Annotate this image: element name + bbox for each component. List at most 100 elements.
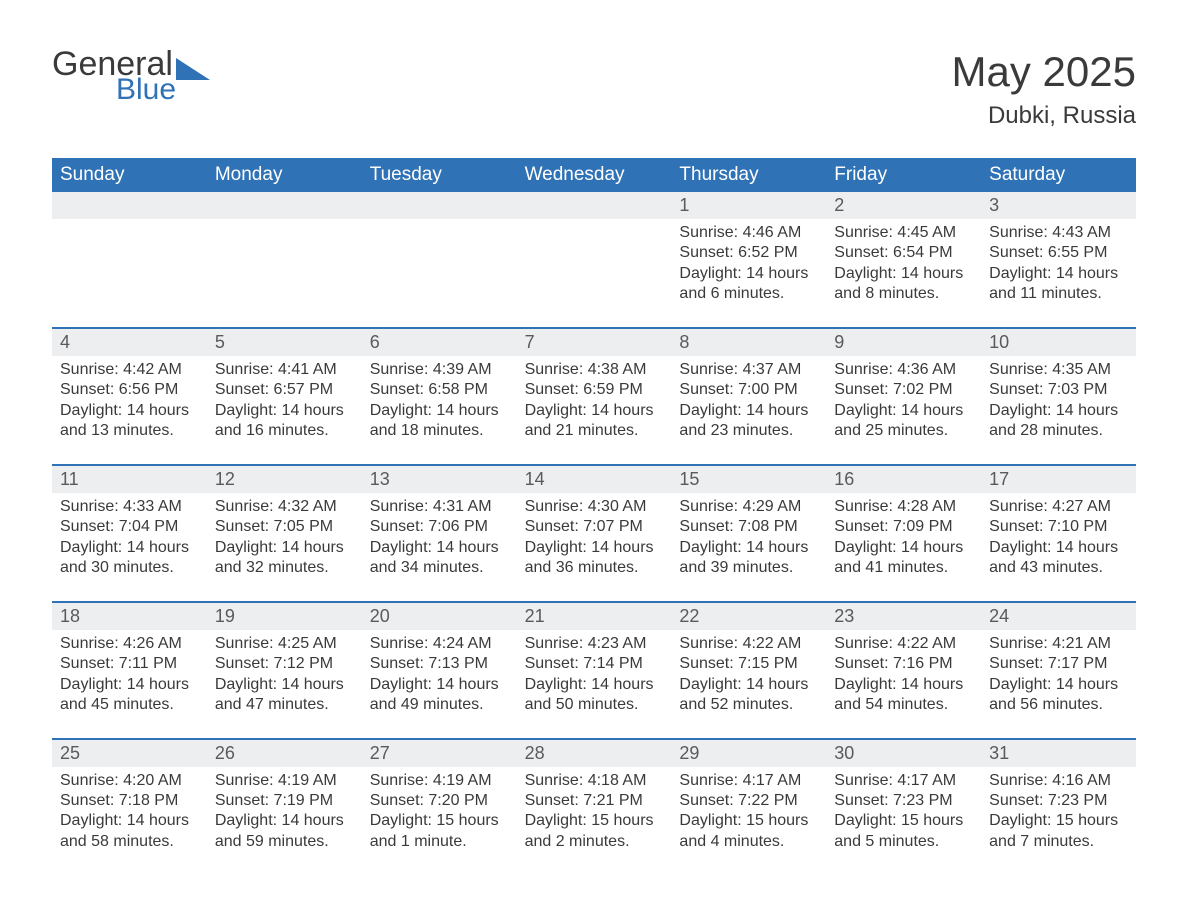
day-cell: [517, 219, 672, 327]
day-number-row: 25262728293031: [52, 738, 1136, 767]
sunset-text: Sunset: 6:58 PM: [370, 380, 509, 400]
day-header: Thursday: [671, 158, 826, 192]
day-number: 28: [517, 740, 672, 767]
day-number-row: 123: [52, 192, 1136, 219]
day-number: 27: [362, 740, 517, 767]
day-cell: Sunrise: 4:26 AMSunset: 7:11 PMDaylight:…: [52, 630, 207, 738]
top-row: General Blue May 2025 Dubki, Russia: [52, 48, 1136, 130]
day-header: Tuesday: [362, 158, 517, 192]
daylight-text: Daylight: 14 hours and 47 minutes.: [215, 675, 354, 716]
month-title: May 2025: [952, 48, 1136, 96]
daylight-text: Daylight: 15 hours and 5 minutes.: [834, 811, 973, 852]
daylight-text: Daylight: 14 hours and 11 minutes.: [989, 264, 1128, 305]
sunrise-text: Sunrise: 4:22 AM: [679, 634, 818, 654]
daylight-text: Daylight: 14 hours and 34 minutes.: [370, 538, 509, 579]
day-number: 5: [207, 329, 362, 356]
day-number: 19: [207, 603, 362, 630]
day-cell: Sunrise: 4:30 AMSunset: 7:07 PMDaylight:…: [517, 493, 672, 601]
sunset-text: Sunset: 7:09 PM: [834, 517, 973, 537]
day-number: 7: [517, 329, 672, 356]
daylight-text: Daylight: 14 hours and 18 minutes.: [370, 401, 509, 442]
day-cell: Sunrise: 4:36 AMSunset: 7:02 PMDaylight:…: [826, 356, 981, 464]
day-cell: Sunrise: 4:42 AMSunset: 6:56 PMDaylight:…: [52, 356, 207, 464]
day-cell: [207, 219, 362, 327]
sunset-text: Sunset: 7:07 PM: [525, 517, 664, 537]
sunset-text: Sunset: 6:56 PM: [60, 380, 199, 400]
day-body-row: Sunrise: 4:33 AMSunset: 7:04 PMDaylight:…: [52, 493, 1136, 601]
sunrise-text: Sunrise: 4:28 AM: [834, 497, 973, 517]
day-cell: Sunrise: 4:31 AMSunset: 7:06 PMDaylight:…: [362, 493, 517, 601]
day-cell: Sunrise: 4:22 AMSunset: 7:15 PMDaylight:…: [671, 630, 826, 738]
sunrise-text: Sunrise: 4:25 AM: [215, 634, 354, 654]
sunset-text: Sunset: 7:00 PM: [679, 380, 818, 400]
sunrise-text: Sunrise: 4:32 AM: [215, 497, 354, 517]
daylight-text: Daylight: 14 hours and 59 minutes.: [215, 811, 354, 852]
day-header: Sunday: [52, 158, 207, 192]
sunrise-text: Sunrise: 4:42 AM: [60, 360, 199, 380]
brand-text: General Blue: [52, 48, 176, 105]
sunrise-text: Sunrise: 4:19 AM: [215, 771, 354, 791]
day-number-row: 11121314151617: [52, 464, 1136, 493]
day-number: 31: [981, 740, 1136, 767]
day-number: 22: [671, 603, 826, 630]
sunrise-text: Sunrise: 4:26 AM: [60, 634, 199, 654]
day-body-row: Sunrise: 4:20 AMSunset: 7:18 PM Daylight:…: [52, 767, 1136, 875]
day-cell: Sunrise: 4:41 AMSunset: 6:57 PMDaylight:…: [207, 356, 362, 464]
day-cell: Sunrise: 4:27 AMSunset: 7:10 PMDaylight:…: [981, 493, 1136, 601]
day-number: 9: [826, 329, 981, 356]
daylight-text: Daylight: 14 hours and 25 minutes.: [834, 401, 973, 442]
sunrise-text: Sunrise: 4:21 AM: [989, 634, 1128, 654]
day-cell: Sunrise: 4:22 AMSunset: 7:16 PMDaylight:…: [826, 630, 981, 738]
location-label: Dubki, Russia: [952, 102, 1136, 130]
daylight-text: Daylight: 14 hours and 30 minutes.: [60, 538, 199, 579]
day-cell: Sunrise: 4:16 AMSunset: 7:23 PMDaylight:…: [981, 767, 1136, 875]
day-number: 1: [671, 192, 826, 219]
calendar: SundayMondayTuesdayWednesdayThursdayFrid…: [52, 158, 1136, 874]
daylight-text: Daylight: 14 hours and 8 minutes.: [834, 264, 973, 305]
sunset-text: Sunset: 7:05 PM: [215, 517, 354, 537]
day-number-row: 45678910: [52, 327, 1136, 356]
sunset-text: Sunset: 7:18 PM: [60, 791, 199, 811]
day-body-row: Sunrise: 4:42 AMSunset: 6:56 PM Daylight:…: [52, 356, 1136, 464]
day-number: [362, 192, 517, 219]
sunrise-text: Sunrise: 4:17 AM: [679, 771, 818, 791]
sunset-text: Sunset: 7:10 PM: [989, 517, 1128, 537]
day-cell: Sunrise: 4:46 AMSunset: 6:52 PMDaylight:…: [671, 219, 826, 327]
day-number: 10: [981, 329, 1136, 356]
brand-logo: General Blue: [52, 48, 210, 105]
day-cell: Sunrise: 4:25 AMSunset: 7:12 PMDaylight:…: [207, 630, 362, 738]
day-number: 6: [362, 329, 517, 356]
sunset-text: Sunset: 7:23 PM: [989, 791, 1128, 811]
daylight-text: Daylight: 14 hours and 45 minutes.: [60, 675, 199, 716]
sunrise-text: Sunrise: 4:33 AM: [60, 497, 199, 517]
day-cell: Sunrise: 4:17 AMSunset: 7:23 PMDaylight:…: [826, 767, 981, 875]
day-number: 29: [671, 740, 826, 767]
sunrise-text: Sunrise: 4:43 AM: [989, 223, 1128, 243]
title-block: May 2025 Dubki, Russia: [952, 48, 1136, 130]
daylight-text: Daylight: 15 hours and 1 minute.: [370, 811, 509, 852]
day-cell: Sunrise: 4:21 AMSunset: 7:17 PMDaylight:…: [981, 630, 1136, 738]
daylight-text: Daylight: 14 hours and 56 minutes.: [989, 675, 1128, 716]
sunrise-text: Sunrise: 4:23 AM: [525, 634, 664, 654]
sunset-text: Sunset: 7:11 PM: [60, 654, 199, 674]
sunrise-text: Sunrise: 4:16 AM: [989, 771, 1128, 791]
day-number: 30: [826, 740, 981, 767]
sunset-text: Sunset: 7:03 PM: [989, 380, 1128, 400]
day-number: 18: [52, 603, 207, 630]
day-number: 11: [52, 466, 207, 493]
sunrise-text: Sunrise: 4:38 AM: [525, 360, 664, 380]
day-number-row: 18192021222324: [52, 601, 1136, 630]
sunset-text: Sunset: 6:54 PM: [834, 243, 973, 263]
sunrise-text: Sunrise: 4:20 AM: [60, 771, 199, 791]
day-cell: Sunrise: 4:33 AMSunset: 7:04 PMDaylight:…: [52, 493, 207, 601]
daylight-text: Daylight: 14 hours and 21 minutes.: [525, 401, 664, 442]
day-cell: Sunrise: 4:24 AMSunset: 7:13 PMDaylight:…: [362, 630, 517, 738]
day-cell: Sunrise: 4:39 AMSunset: 6:58 PMDaylight:…: [362, 356, 517, 464]
sunset-text: Sunset: 7:19 PM: [215, 791, 354, 811]
day-cell: Sunrise: 4:37 AMSunset: 7:00 PMDaylight:…: [671, 356, 826, 464]
day-number: 25: [52, 740, 207, 767]
daylight-text: Daylight: 14 hours and 6 minutes.: [679, 264, 818, 305]
day-number: [52, 192, 207, 219]
sunrise-text: Sunrise: 4:35 AM: [989, 360, 1128, 380]
sunset-text: Sunset: 7:23 PM: [834, 791, 973, 811]
